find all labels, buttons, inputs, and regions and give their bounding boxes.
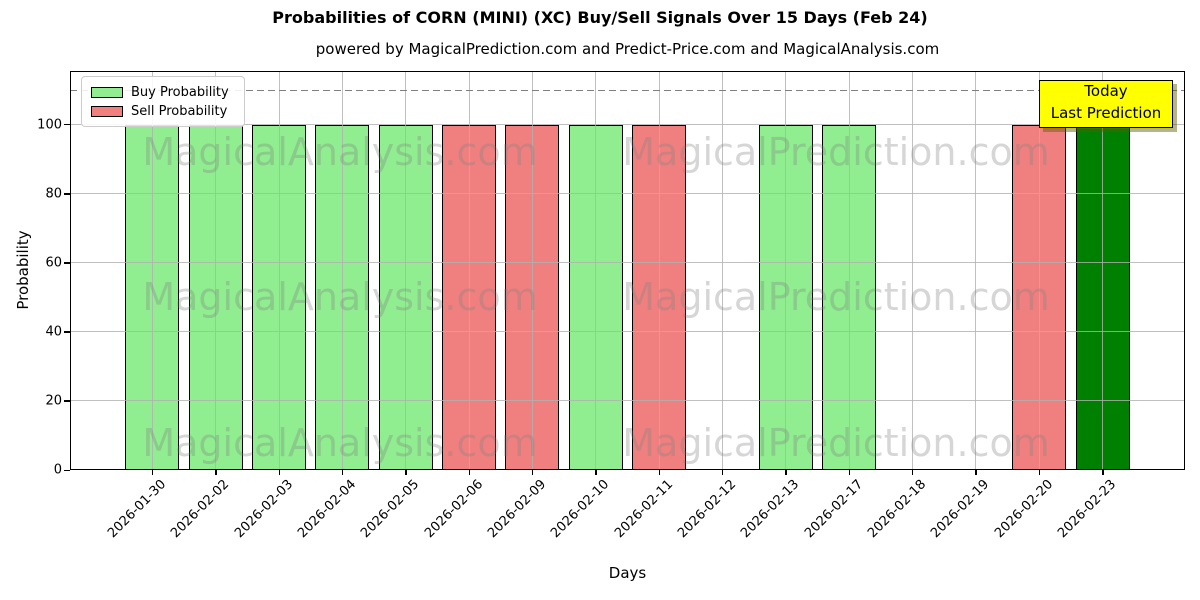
x-gridline [658, 71, 660, 470]
y-tick-mark [64, 400, 70, 402]
x-tick-mark [341, 470, 344, 475]
x-axis-label: Days [608, 564, 647, 582]
y-gridline [70, 193, 1185, 195]
y-tick-label: 40 [45, 324, 62, 340]
legend-swatch-icon [91, 86, 123, 98]
x-gridline [278, 71, 280, 470]
x-tick-label: 2026-02-06 [421, 477, 486, 542]
y-tick-label: 100 [37, 117, 62, 133]
x-tick-mark [1102, 470, 1104, 475]
x-tick-label: 2026-02-09 [485, 477, 550, 542]
x-tick-label: 2026-01-30 [104, 477, 169, 542]
x-gridline [215, 71, 217, 470]
x-tick-mark [658, 470, 661, 475]
x-tick-mark [595, 470, 597, 475]
x-gridline [912, 71, 914, 470]
today-annotation: Today Last Prediction [1039, 80, 1173, 128]
x-gridline [785, 71, 787, 470]
x-tick-label: 2026-02-12 [675, 477, 740, 542]
y-gridline [70, 124, 1185, 126]
x-tick-label: 2026-02-19 [928, 477, 993, 542]
x-tick-label: 2026-02-17 [801, 477, 866, 542]
x-tick-mark [848, 470, 851, 475]
x-gridline [975, 71, 977, 470]
x-gridline [1102, 71, 1104, 470]
legend-item: Sell Probability [91, 102, 235, 120]
x-tick-mark [151, 470, 154, 475]
x-tick-mark [975, 470, 977, 475]
today-annotation-line1: Today [1084, 82, 1128, 100]
watermark-text: MagicalAnalysis.com [142, 421, 538, 465]
x-tick-mark [468, 470, 470, 475]
x-tick-label: 2026-02-02 [168, 477, 233, 542]
y-tick-label: 0 [53, 462, 62, 478]
y-gridline [70, 331, 1185, 333]
x-gridline [531, 71, 533, 470]
watermark-text: MagicalPrediction.com [622, 275, 1050, 319]
chart-title: Probabilities of CORN (MINI) (XC) Buy/Se… [272, 8, 928, 27]
y-gridline [70, 400, 1185, 402]
x-gridline [722, 71, 724, 470]
legend-label: Buy Probability [131, 84, 229, 100]
watermark-text: MagicalAnalysis.com [142, 130, 538, 174]
x-tick-label: 2026-02-03 [231, 477, 296, 542]
chart-subtitle: powered by MagicalPrediction.com and Pre… [315, 40, 940, 58]
x-tick-label: 2026-02-20 [991, 477, 1056, 542]
x-gridline [151, 71, 153, 470]
y-tick-label: 80 [45, 186, 62, 202]
legend-item: Buy Probability [91, 83, 235, 101]
x-gridline [468, 71, 470, 470]
y-tick-mark [64, 331, 70, 333]
today-annotation-line2: Last Prediction [1050, 103, 1162, 122]
x-gridline [848, 71, 850, 470]
x-tick-label: 2026-02-13 [738, 477, 803, 542]
x-tick-label: 2026-02-04 [294, 477, 360, 542]
x-tick-mark [722, 470, 724, 475]
x-tick-mark [215, 470, 217, 475]
y-tick-label: 60 [45, 255, 62, 271]
y-tick-mark [64, 124, 70, 126]
x-gridline [595, 71, 597, 470]
y-tick-label: 20 [45, 393, 62, 409]
legend-label: Sell Probability [131, 103, 228, 119]
x-tick-mark [278, 470, 280, 475]
watermark-text: MagicalPrediction.com [622, 421, 1050, 465]
legend: Buy Probability Sell Probability [81, 76, 245, 127]
x-tick-mark [531, 470, 534, 475]
x-tick-mark [912, 470, 914, 475]
x-gridline [1038, 71, 1040, 470]
x-tick-mark [405, 470, 407, 475]
x-tick-label: 2026-02-23 [1055, 477, 1120, 542]
y-tick-mark [64, 193, 70, 195]
legend-swatch-icon [91, 105, 123, 117]
x-tick-label: 2026-02-11 [611, 477, 676, 542]
x-tick-mark [1038, 470, 1041, 475]
y-tick-mark [64, 262, 70, 264]
y-gridline [70, 262, 1185, 264]
x-tick-label: 2026-02-18 [865, 477, 930, 542]
watermark-text: MagicalPrediction.com [622, 130, 1050, 174]
x-tick-mark [785, 470, 787, 475]
x-gridline [405, 71, 407, 470]
x-gridline [341, 71, 343, 470]
threshold-dashed-line [70, 89, 1185, 91]
x-tick-label: 2026-02-10 [548, 477, 613, 542]
y-tick-mark [64, 469, 70, 471]
watermark-text: MagicalAnalysis.com [142, 275, 538, 319]
x-tick-label: 2026-02-05 [358, 477, 423, 542]
